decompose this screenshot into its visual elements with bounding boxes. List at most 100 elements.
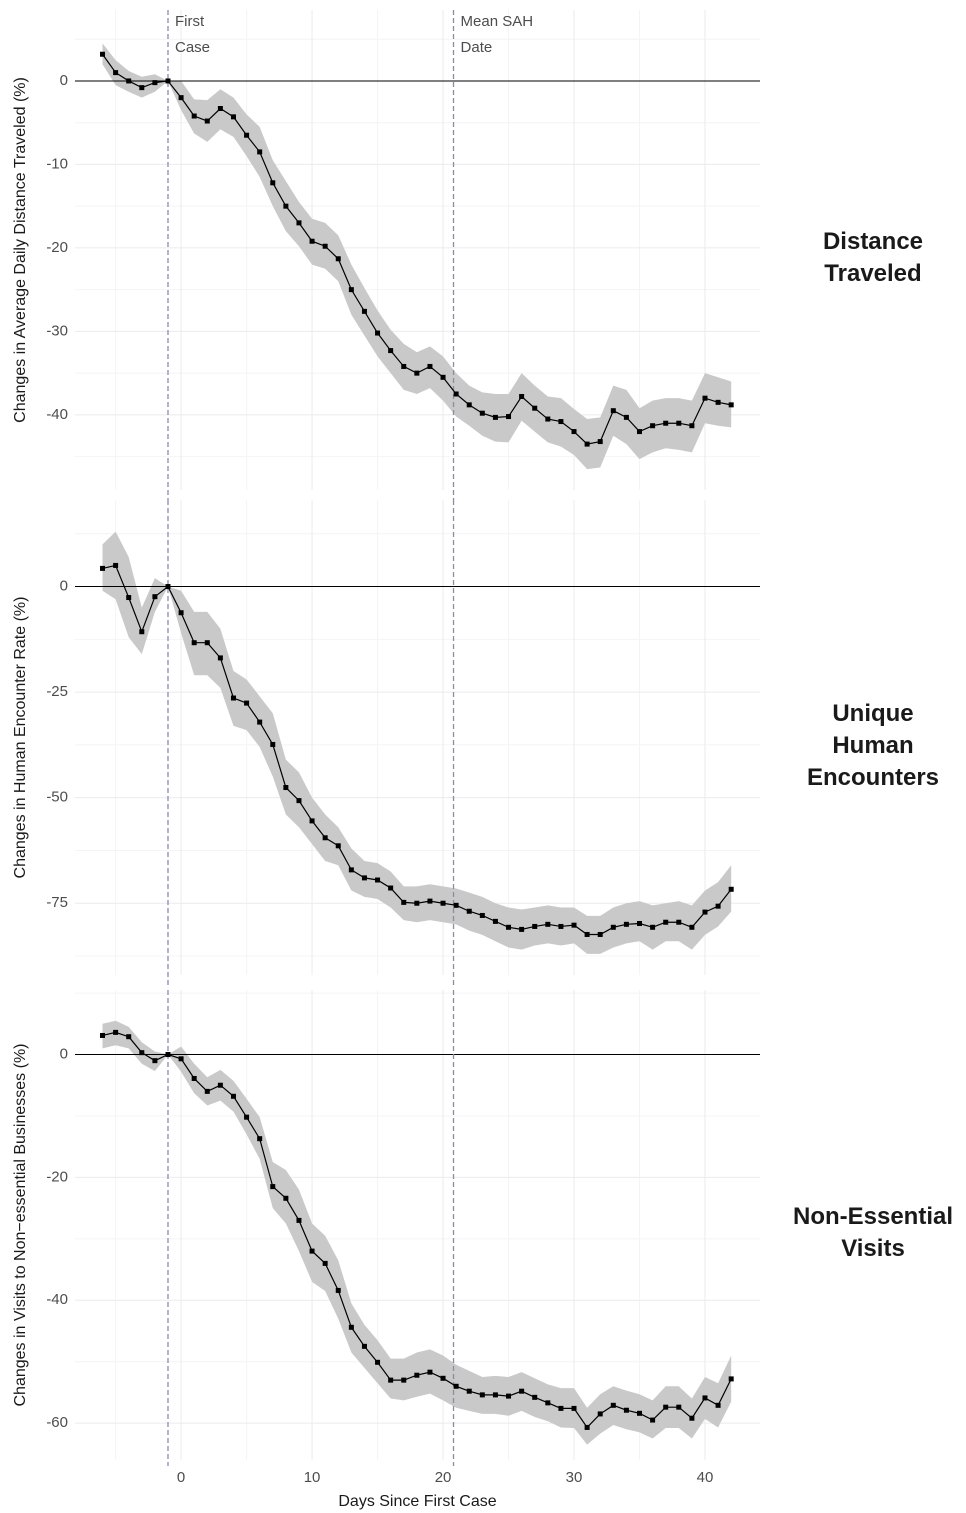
point (335, 1287, 341, 1293)
point (270, 180, 276, 186)
y-axis-label: Changes in Human Encounter Rate (%) (12, 597, 29, 879)
point (191, 640, 197, 646)
point (361, 308, 367, 314)
point (204, 640, 210, 646)
point (348, 867, 354, 873)
point (348, 1324, 354, 1330)
point (322, 835, 328, 841)
point (453, 1383, 459, 1389)
point (545, 921, 551, 927)
point (414, 1372, 420, 1378)
panel-label-line: Unique (832, 699, 914, 727)
point (532, 923, 538, 929)
point (244, 132, 250, 138)
y-tick-label: -20 (46, 1168, 68, 1185)
panel-label-line: Encounters (806, 763, 940, 791)
point (244, 700, 250, 706)
point (100, 1032, 106, 1038)
point (715, 903, 721, 909)
point (296, 798, 302, 804)
y-tick-label: -25 (46, 683, 68, 700)
point (335, 843, 341, 849)
point (217, 106, 223, 112)
point (702, 1395, 708, 1401)
point (270, 1184, 276, 1190)
point (113, 70, 119, 76)
point (545, 416, 551, 422)
point (610, 924, 616, 930)
y-tick-label: -20 (46, 239, 68, 256)
point (637, 429, 643, 435)
point (152, 594, 158, 600)
point (676, 420, 682, 426)
y-tick-label: 0 (60, 72, 68, 89)
panel-label-line: Non-Essential (792, 1203, 954, 1230)
point (584, 931, 590, 937)
point (453, 391, 459, 397)
point (492, 1392, 498, 1398)
point (100, 565, 106, 571)
point (506, 924, 512, 930)
point (191, 1075, 197, 1081)
point (466, 402, 472, 408)
point (401, 363, 407, 369)
point (257, 149, 263, 155)
point (702, 395, 708, 401)
point (440, 900, 446, 906)
point (532, 1394, 538, 1400)
point (165, 584, 171, 590)
y-tick-label: -75 (46, 894, 68, 911)
point (689, 924, 695, 930)
point (519, 394, 525, 400)
point (139, 85, 145, 91)
point (663, 1404, 669, 1410)
x-tick-label: 0 (177, 1469, 185, 1486)
point (139, 1050, 145, 1056)
point (126, 595, 132, 601)
point (296, 1217, 302, 1223)
point (152, 1058, 158, 1064)
panel-label-line: Distance (822, 228, 924, 255)
point (309, 238, 315, 244)
point (309, 1248, 315, 1254)
point (375, 330, 381, 336)
point (492, 414, 498, 420)
point (283, 203, 289, 209)
point (663, 919, 669, 925)
point (571, 429, 577, 435)
point (715, 399, 721, 405)
point (610, 408, 616, 414)
point (152, 80, 158, 86)
y-tick-label: 0 (60, 578, 68, 595)
x-tick-label: 20 (435, 1469, 452, 1486)
y-tick-label: -30 (46, 322, 68, 339)
x-tick-label: 10 (304, 1469, 321, 1486)
point (597, 931, 603, 937)
point (479, 1392, 485, 1398)
y-tick-label: -40 (46, 1291, 68, 1308)
x-axis-label: Days Since First Case (338, 1493, 496, 1510)
confidence-band (102, 531, 732, 954)
point (492, 918, 498, 924)
point (217, 1082, 223, 1088)
point (322, 243, 328, 249)
point (728, 886, 734, 892)
event-label: Case (175, 39, 210, 56)
point (257, 719, 263, 725)
y-tick-label: 0 (60, 1045, 68, 1062)
point (100, 51, 106, 57)
point (676, 919, 682, 925)
y-tick-label: -50 (46, 789, 68, 806)
point (427, 1369, 433, 1375)
x-tick-label: 30 (566, 1469, 583, 1486)
point (519, 926, 525, 932)
point (440, 374, 446, 380)
point (375, 1359, 381, 1365)
point (244, 1114, 250, 1120)
y-tick-label: -60 (46, 1414, 68, 1431)
point (597, 439, 603, 445)
point (230, 114, 236, 120)
panel-label: Non-Essential Visits (773, 1201, 966, 1265)
point (676, 1404, 682, 1410)
